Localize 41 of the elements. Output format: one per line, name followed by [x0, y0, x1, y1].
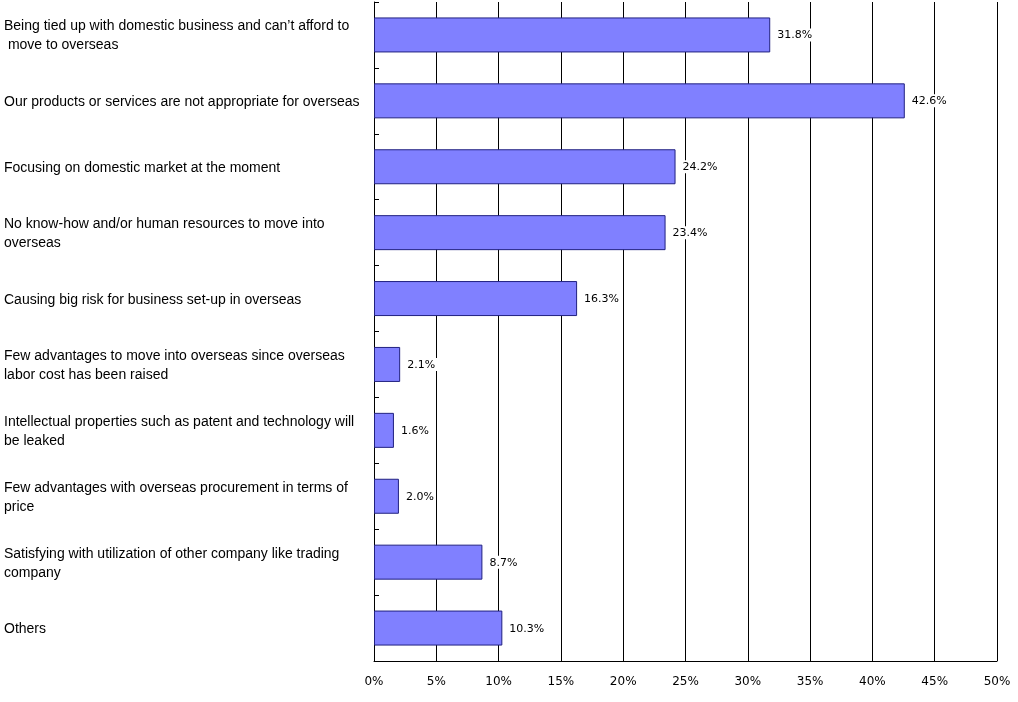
bar: [374, 17, 771, 53]
x-tick-label: 0%: [364, 674, 384, 688]
data-label: 24.2%: [682, 160, 718, 174]
bar: [374, 412, 394, 448]
bar: [374, 149, 676, 185]
data-label: 2.0%: [405, 489, 434, 503]
x-tick-label: 40%: [859, 674, 886, 688]
y-tick-label: Few advantages to move into overseas since overseas labor cost has been raised: [4, 346, 349, 382]
data-label: 8.7%: [489, 555, 518, 569]
bar: [374, 610, 503, 646]
data-label: 31.8%: [777, 28, 813, 42]
data-label: 23.4%: [672, 226, 708, 240]
y-tick-label: Being tied up with domestic business and can’t afford to move to overseas: [4, 17, 350, 53]
x-tick-label: 20%: [609, 674, 637, 688]
data-label: 1.6%: [400, 423, 429, 437]
x-tick-label: 15%: [547, 674, 575, 688]
x-tick-label: 5%: [426, 674, 446, 688]
data-label: 10.3%: [509, 621, 545, 635]
y-tick-label: Others: [4, 620, 47, 637]
data-label: 42.6%: [911, 94, 947, 108]
bar: [374, 346, 401, 382]
bar: [374, 215, 666, 251]
y-tick-label: Satisfying with utilization of other company like trading company: [4, 544, 344, 580]
bar: [374, 544, 483, 580]
y-tick-label: Focusing on domestic market at the moment: [4, 158, 281, 175]
x-tick-label: 30%: [734, 674, 762, 688]
x-tick-label: 25%: [672, 674, 699, 688]
y-tick-label: Intellectual properties such as patent and technology will be leaked: [4, 412, 359, 448]
bar: [374, 281, 578, 317]
x-tick-label: 45%: [921, 674, 949, 688]
y-tick-label: Our products or services are not appropriate for overseas: [4, 92, 360, 109]
bar: [374, 83, 905, 119]
y-tick-label: No know-how and/or human resources to move into overseas: [4, 215, 329, 251]
data-label: 16.3%: [584, 292, 620, 306]
y-tick-label: Few advantages with overseas procurement in terms of price: [4, 478, 352, 514]
bar: [374, 478, 399, 514]
data-label: 2.1%: [407, 357, 436, 371]
x-tick-label: 35%: [796, 674, 824, 688]
y-tick-label: Causing big risk for business set-up in overseas: [4, 290, 302, 307]
x-tick-label: 50%: [983, 674, 1011, 688]
x-tick-label: 10%: [485, 674, 512, 688]
